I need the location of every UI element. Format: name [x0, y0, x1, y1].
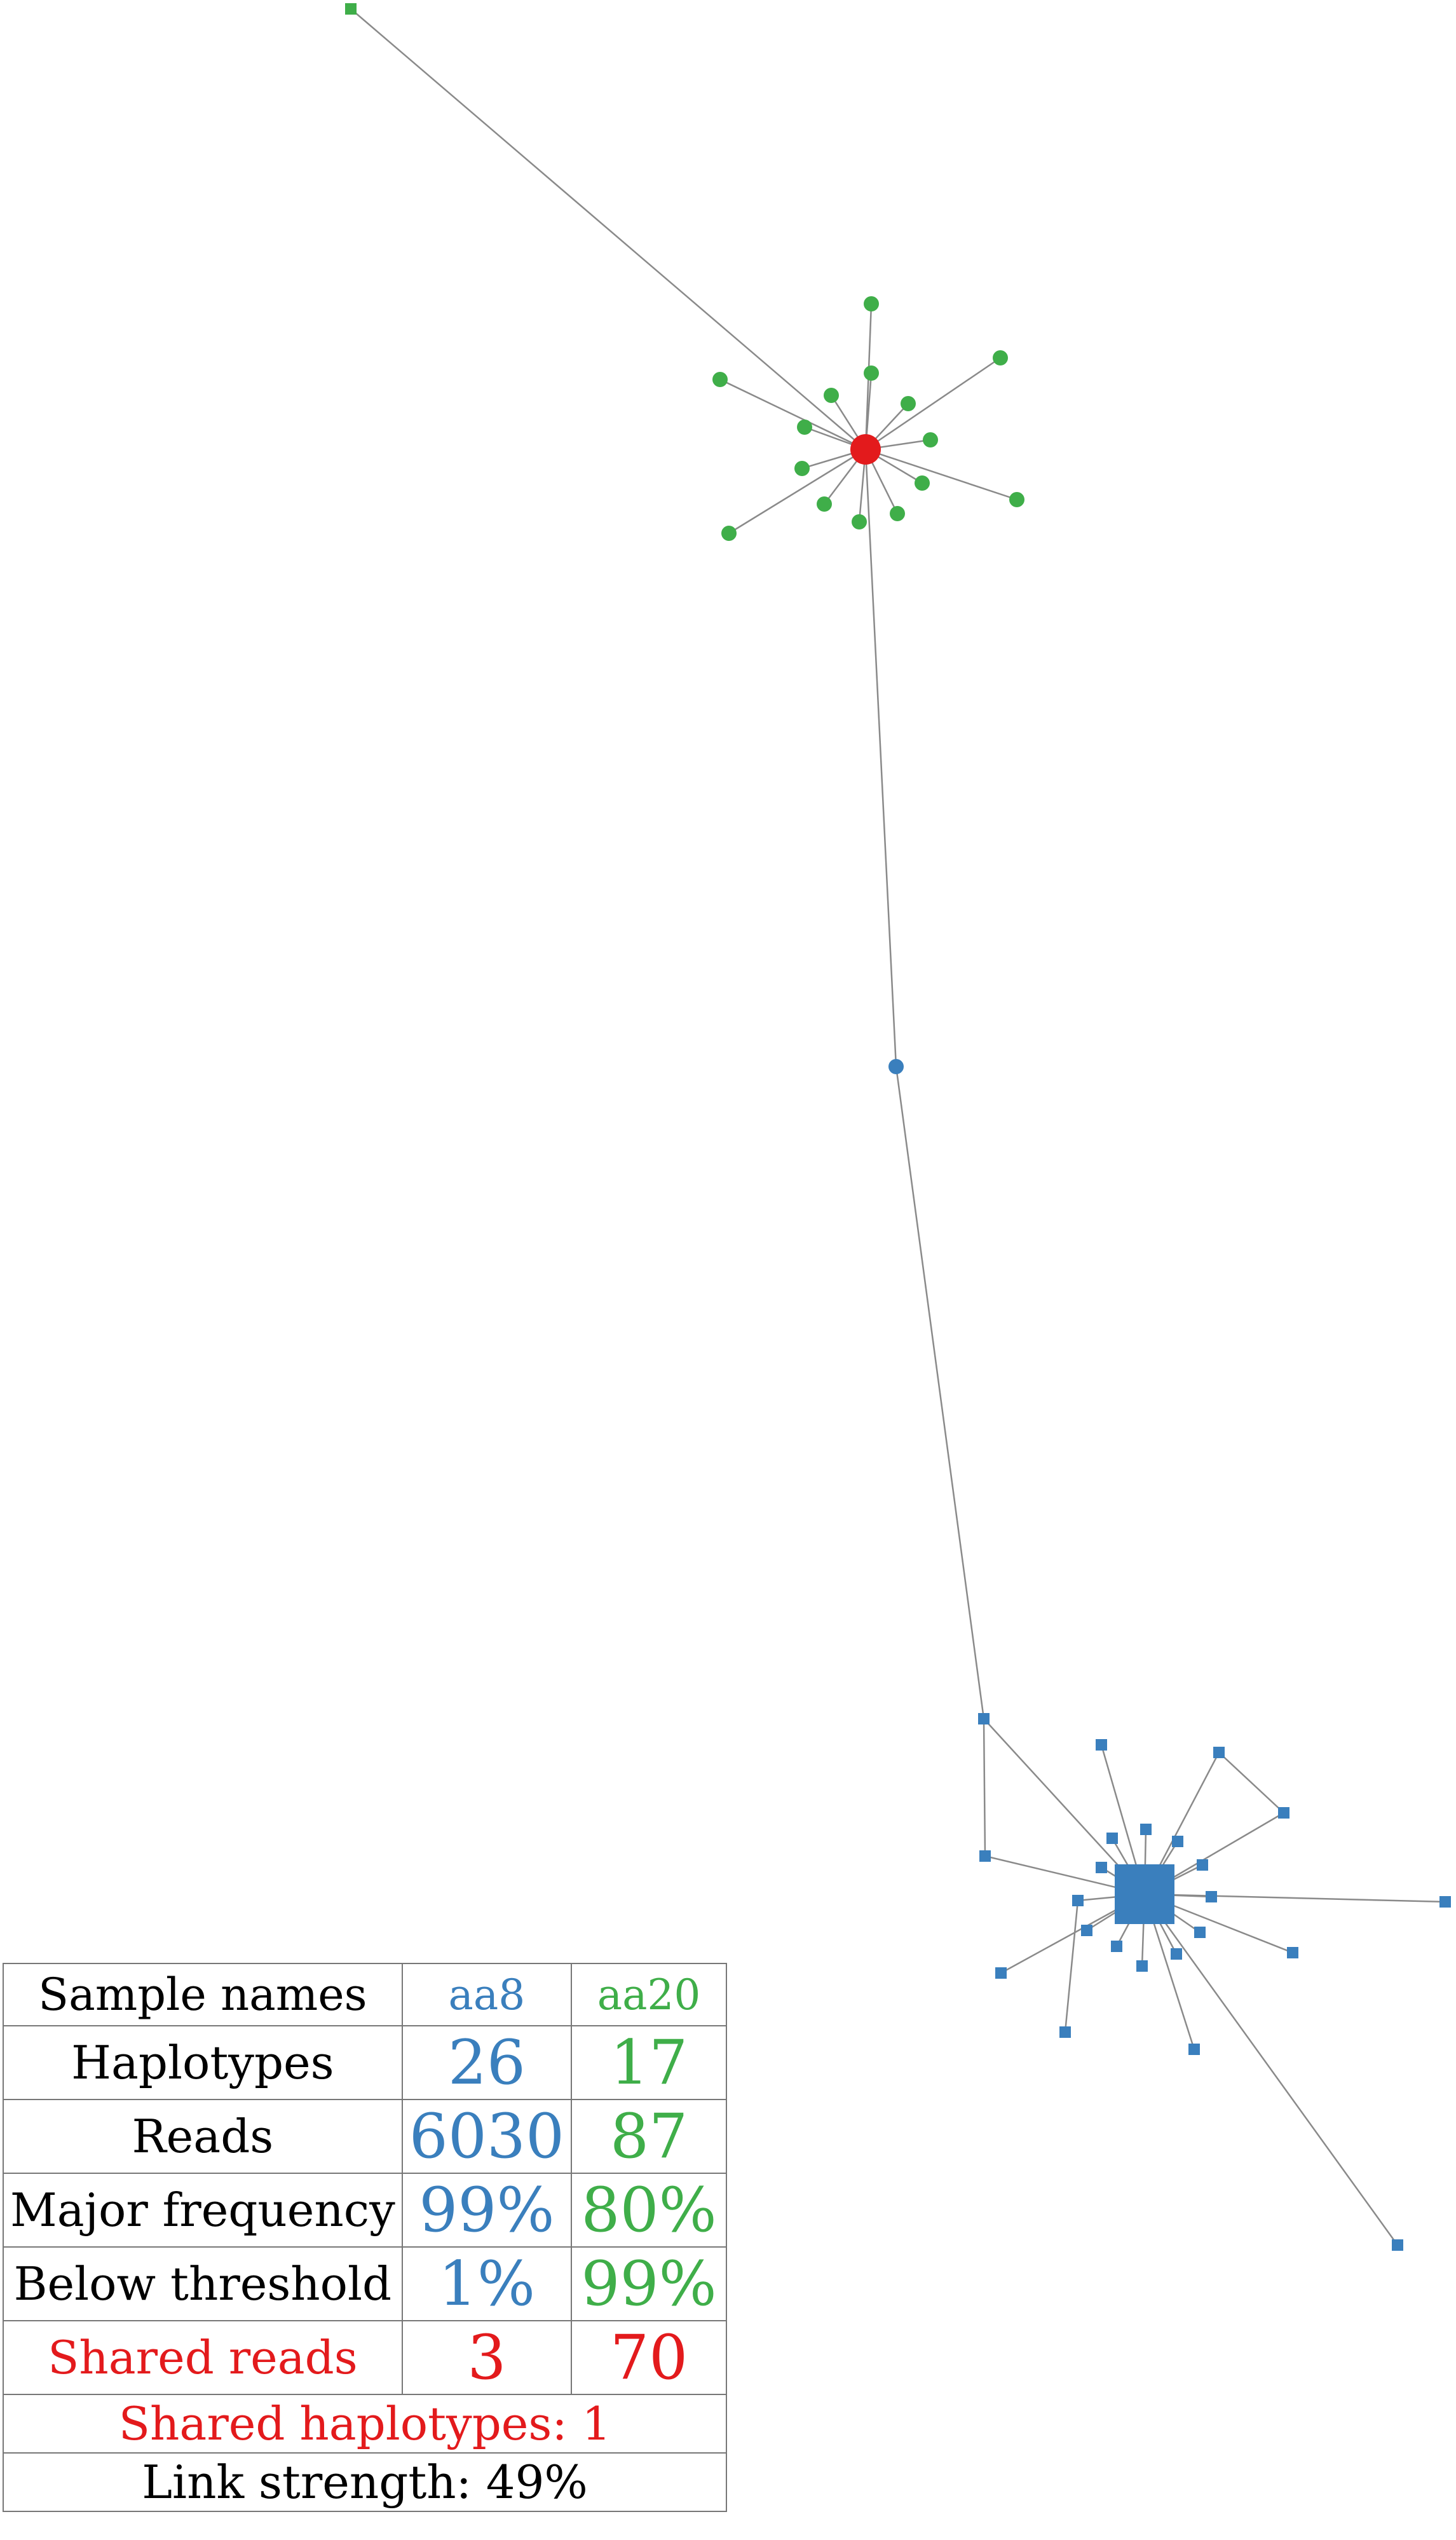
node-g15 [721, 526, 737, 541]
shared-reads-aa20: 70 [571, 2320, 728, 2395]
row-sample-names: Sample names aa8 aa20 [3, 1963, 728, 2026]
network-edges [350, 8, 1446, 2246]
edge-hub-red-g15 [728, 448, 866, 535]
row-below-threshold: Below threshold 1% 99% [3, 2246, 728, 2321]
row-label-shared-reads: Shared reads [3, 2320, 403, 2395]
node-b13 [1081, 1925, 1092, 1936]
node-b7 [1172, 1836, 1183, 1847]
node-g9 [794, 461, 810, 476]
node-g12 [1009, 492, 1024, 507]
haplotypes-aa20: 17 [571, 2025, 728, 2100]
node-g7 [797, 420, 812, 435]
row-shared-reads: Shared reads 3 70 [3, 2320, 728, 2395]
node-b1 [1096, 1739, 1107, 1751]
edge-hub-blue-b12 [1144, 1893, 1446, 1903]
node-g8 [923, 432, 938, 447]
edge-hub-red-g4 [719, 378, 866, 451]
haplotypes-aa8: 26 [401, 2025, 573, 2100]
edge-hub-red-mid-blue [864, 449, 897, 1067]
node-g3 [993, 350, 1008, 365]
node-b18 [995, 1967, 1007, 1979]
edge-bridge-b4 [983, 1718, 986, 1857]
node-b6 [1140, 1824, 1152, 1835]
node-hub-red [850, 434, 881, 465]
node-b11 [1206, 1891, 1217, 1902]
node-g4 [712, 372, 728, 387]
node-g5 [824, 388, 839, 403]
node-g11 [817, 496, 832, 512]
node-g6 [901, 396, 916, 411]
node-bridge [978, 1713, 990, 1724]
row-reads: Reads 6030 87 [3, 2099, 728, 2174]
row-label-major-frequency: Major frequency [3, 2173, 403, 2248]
node-g1 [864, 296, 879, 311]
major-frequency-aa8: 99% [401, 2173, 573, 2248]
node-g2 [864, 365, 879, 381]
node-b21 [1188, 2044, 1200, 2055]
shared-haplotypes: Shared haplotypes: 1 [2, 2394, 728, 2454]
sample-name-aa20: aa20 [571, 1963, 728, 2026]
edge-hub-blue-b22 [1143, 1894, 1399, 2246]
row-label-sample-names: Sample names [3, 1963, 403, 2026]
node-b3 [1278, 1807, 1289, 1819]
node-b2 [1213, 1747, 1225, 1758]
row-major-frequency: Major frequency 99% 80% [3, 2173, 728, 2248]
row-link-strength: Link strength: 49% [2, 2452, 728, 2512]
network-nodes [345, 3, 1451, 2251]
node-b14 [1194, 1927, 1206, 1938]
node-b19 [1136, 1960, 1148, 1972]
major-frequency-aa20: 80% [571, 2173, 728, 2248]
sample-summary-table: Sample names aa8 aa20 Haplotypes 26 17 R… [2, 1963, 728, 2512]
row-label-reads: Reads [3, 2099, 403, 2174]
node-b9 [1197, 1859, 1208, 1871]
node-g13 [890, 506, 905, 521]
edge-lead-sq-hub-red [350, 8, 866, 450]
edge-b2-b3 [1218, 1752, 1284, 1813]
node-b5 [1106, 1833, 1118, 1844]
edge-hub-red-g3 [865, 357, 1001, 451]
edge-hub-red-g12 [865, 448, 1017, 501]
node-b12 [1439, 1896, 1451, 1908]
node-lead-sq [345, 3, 357, 15]
row-haplotypes: Haplotypes 26 17 [3, 2025, 728, 2100]
node-g10 [915, 475, 930, 491]
below-threshold-aa8: 1% [401, 2246, 573, 2321]
node-b17 [1287, 1947, 1298, 1958]
node-b16 [1171, 1948, 1182, 1960]
link-strength: Link strength: 49% [2, 2452, 728, 2512]
reads-aa20: 87 [571, 2099, 728, 2174]
row-label-below-threshold: Below threshold [3, 2246, 403, 2321]
node-g14 [852, 514, 867, 529]
row-label-haplotypes: Haplotypes [3, 2025, 403, 2100]
edge-mid-blue-bridge [895, 1066, 985, 1719]
node-b15 [1111, 1941, 1122, 1952]
below-threshold-aa20: 99% [571, 2246, 728, 2321]
node-hub-blue [1115, 1864, 1174, 1924]
node-b20 [1059, 2026, 1071, 2038]
node-b8 [1096, 1862, 1107, 1873]
node-b4 [979, 1850, 991, 1862]
node-mid-blue [888, 1059, 904, 1074]
edge-b10-b20 [1064, 1900, 1079, 2033]
sample-name-aa8: aa8 [401, 1963, 573, 2026]
node-b10 [1072, 1895, 1084, 1906]
row-shared-haplotypes: Shared haplotypes: 1 [2, 2394, 728, 2454]
reads-aa8: 6030 [401, 2099, 573, 2174]
shared-reads-aa8: 3 [401, 2320, 573, 2395]
node-b22 [1392, 2239, 1403, 2251]
